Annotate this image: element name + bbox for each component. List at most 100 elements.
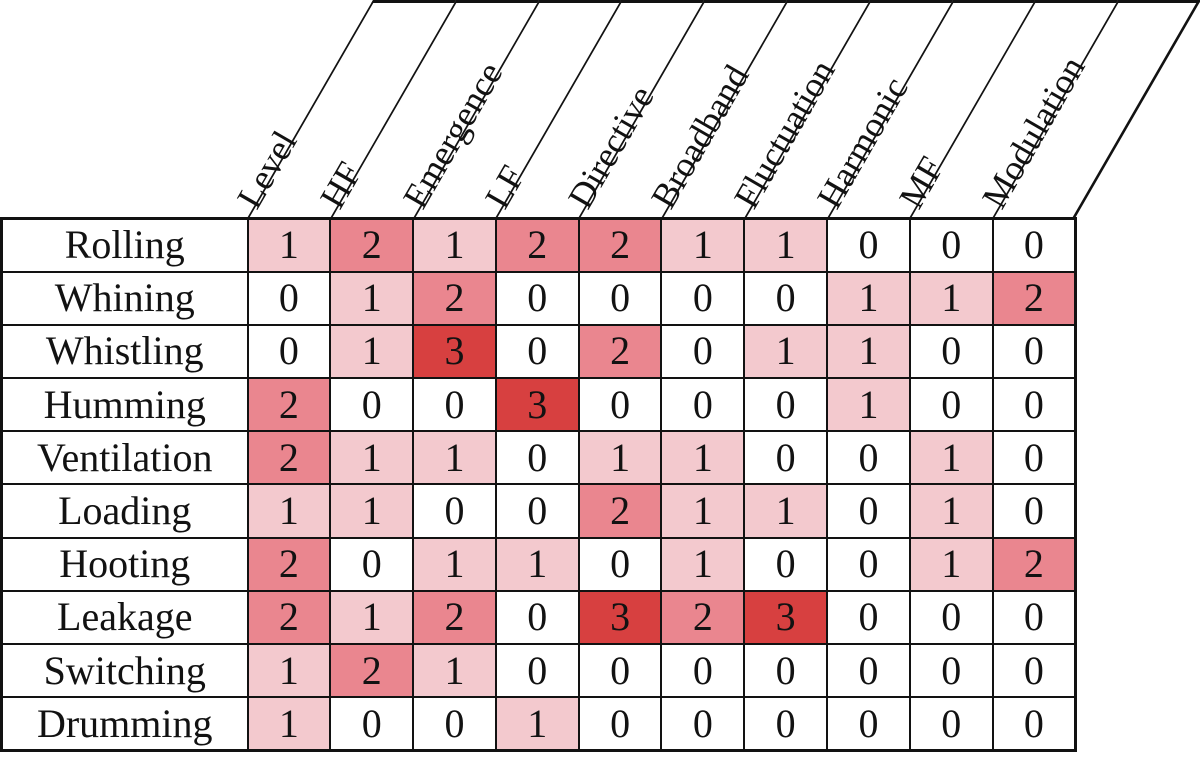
matrix-cell: 1 bbox=[246, 217, 332, 273]
matrix-cell: 0 bbox=[577, 642, 663, 699]
matrix-cell: 2 bbox=[412, 270, 497, 326]
ratings-matrix-table: Rolling 1 2 1 2 2 1 1 0 0 0 Whining 0 1 2 0 0 0 0 1 1 2 Whistl… bbox=[0, 217, 1077, 752]
matrix-cell: 3 bbox=[743, 589, 829, 646]
matrix-cell: 0 bbox=[826, 642, 911, 699]
matrix-cell: 1 bbox=[826, 377, 911, 433]
matrix-cell: 2 bbox=[991, 270, 1077, 326]
matrix-cell: 0 bbox=[412, 696, 497, 752]
matrix-cell: 1 bbox=[660, 536, 746, 592]
matrix-cell: 0 bbox=[412, 483, 497, 539]
matrix-cell: 2 bbox=[246, 589, 332, 646]
matrix-cell: 0 bbox=[826, 589, 911, 646]
matrix-cell: 1 bbox=[412, 217, 497, 273]
matrix-cell: 1 bbox=[246, 642, 332, 699]
matrix-row: Leakage 2 1 2 0 3 2 3 0 0 0 bbox=[0, 589, 1077, 646]
matrix-row: Switching 1 2 1 0 0 0 0 0 0 0 bbox=[0, 642, 1077, 699]
matrix-cell: 2 bbox=[412, 589, 497, 646]
matrix-cell: 0 bbox=[412, 377, 497, 433]
row-label: Hooting bbox=[0, 536, 249, 592]
row-label: Rolling bbox=[0, 217, 249, 273]
matrix-cell: 1 bbox=[826, 323, 911, 380]
matrix-cell: 0 bbox=[991, 696, 1077, 752]
matrix-cell: 1 bbox=[908, 430, 994, 486]
matrix-cell: 0 bbox=[329, 377, 415, 433]
matrix-cell: 1 bbox=[743, 217, 829, 273]
matrix-cell: 1 bbox=[494, 536, 580, 592]
row-label: Drumming bbox=[0, 696, 249, 752]
matrix-row: Whining 0 1 2 0 0 0 0 1 1 2 bbox=[0, 270, 1077, 326]
matrix-row: Rolling 1 2 1 2 2 1 1 0 0 0 bbox=[0, 217, 1077, 273]
matrix-cell: 1 bbox=[329, 270, 415, 326]
matrix-cell: 0 bbox=[660, 270, 746, 326]
matrix-cell: 0 bbox=[743, 536, 829, 592]
matrix-cell: 0 bbox=[743, 696, 829, 752]
matrix-cell: 1 bbox=[329, 430, 415, 486]
matrix-cell: 0 bbox=[577, 696, 663, 752]
row-label: Loading bbox=[0, 483, 249, 539]
row-label: Whistling bbox=[0, 323, 249, 380]
matrix-cell: 2 bbox=[246, 536, 332, 592]
matrix-cell: 2 bbox=[329, 642, 415, 699]
matrix-cell: 2 bbox=[494, 217, 580, 273]
matrix-cell: 0 bbox=[991, 323, 1077, 380]
matrix-cell: 0 bbox=[246, 270, 332, 326]
matrix-cell: 2 bbox=[577, 483, 663, 539]
matrix-cell: 0 bbox=[329, 696, 415, 752]
matrix-cell: 0 bbox=[660, 642, 746, 699]
matrix-cell: 1 bbox=[660, 217, 746, 273]
matrix-cell: 0 bbox=[494, 323, 580, 380]
matrix-cell: 1 bbox=[908, 536, 994, 592]
matrix-cell: 0 bbox=[908, 696, 994, 752]
matrix-cell: 1 bbox=[826, 270, 911, 326]
matrix-cell: 1 bbox=[329, 483, 415, 539]
matrix-cell: 0 bbox=[908, 323, 994, 380]
matrix-cell: 0 bbox=[494, 483, 580, 539]
matrix-cell: 3 bbox=[412, 323, 497, 380]
matrix-cell: 0 bbox=[494, 270, 580, 326]
matrix-cell: 1 bbox=[412, 642, 497, 699]
matrix-cell: 1 bbox=[329, 323, 415, 380]
matrix-cell: 0 bbox=[577, 536, 663, 592]
matrix-cell: 0 bbox=[660, 323, 746, 380]
matrix-row: Hooting 2 0 1 1 0 1 0 0 1 2 bbox=[0, 536, 1077, 592]
matrix-cell: 0 bbox=[494, 589, 580, 646]
matrix-cell: 2 bbox=[577, 217, 663, 273]
matrix-cell: 0 bbox=[908, 217, 994, 273]
matrix-cell: 0 bbox=[246, 323, 332, 380]
matrix-cell: 1 bbox=[743, 323, 829, 380]
matrix-row: Whistling 0 1 3 0 2 0 1 1 0 0 bbox=[0, 323, 1077, 380]
matrix-cell: 0 bbox=[826, 430, 911, 486]
matrix-cell: 2 bbox=[246, 430, 332, 486]
matrix-row: Humming 2 0 0 3 0 0 0 1 0 0 bbox=[0, 377, 1077, 433]
matrix-cell: 0 bbox=[577, 377, 663, 433]
matrix-cell: 0 bbox=[991, 642, 1077, 699]
row-label: Humming bbox=[0, 377, 249, 433]
matrix-cell: 0 bbox=[991, 430, 1077, 486]
matrix-cell: 2 bbox=[246, 377, 332, 433]
matrix-cell: 0 bbox=[494, 642, 580, 699]
matrix-cell: 0 bbox=[743, 642, 829, 699]
matrix-cell: 0 bbox=[743, 377, 829, 433]
matrix-cell: 1 bbox=[412, 536, 497, 592]
matrix-cell: 0 bbox=[991, 217, 1077, 273]
matrix-cell: 3 bbox=[577, 589, 663, 646]
matrix-cell: 1 bbox=[246, 696, 332, 752]
row-label: Switching bbox=[0, 642, 249, 699]
matrix-cell: 0 bbox=[743, 270, 829, 326]
matrix-cell: 1 bbox=[246, 483, 332, 539]
matrix-cell: 1 bbox=[329, 589, 415, 646]
matrix-cell: 1 bbox=[494, 696, 580, 752]
matrix-cell: 0 bbox=[991, 377, 1077, 433]
matrix-cell: 0 bbox=[908, 589, 994, 646]
matrix-cell: 0 bbox=[991, 589, 1077, 646]
matrix-cell: 1 bbox=[908, 270, 994, 326]
matrix-cell: 1 bbox=[908, 483, 994, 539]
row-label: Ventilation bbox=[0, 430, 249, 486]
matrix-cell: 1 bbox=[412, 430, 497, 486]
matrix-cell: 0 bbox=[329, 536, 415, 592]
matrix-cell: 2 bbox=[991, 536, 1077, 592]
matrix-cell: 0 bbox=[660, 696, 746, 752]
matrix-cell: 2 bbox=[660, 589, 746, 646]
matrix-cell: 0 bbox=[991, 483, 1077, 539]
